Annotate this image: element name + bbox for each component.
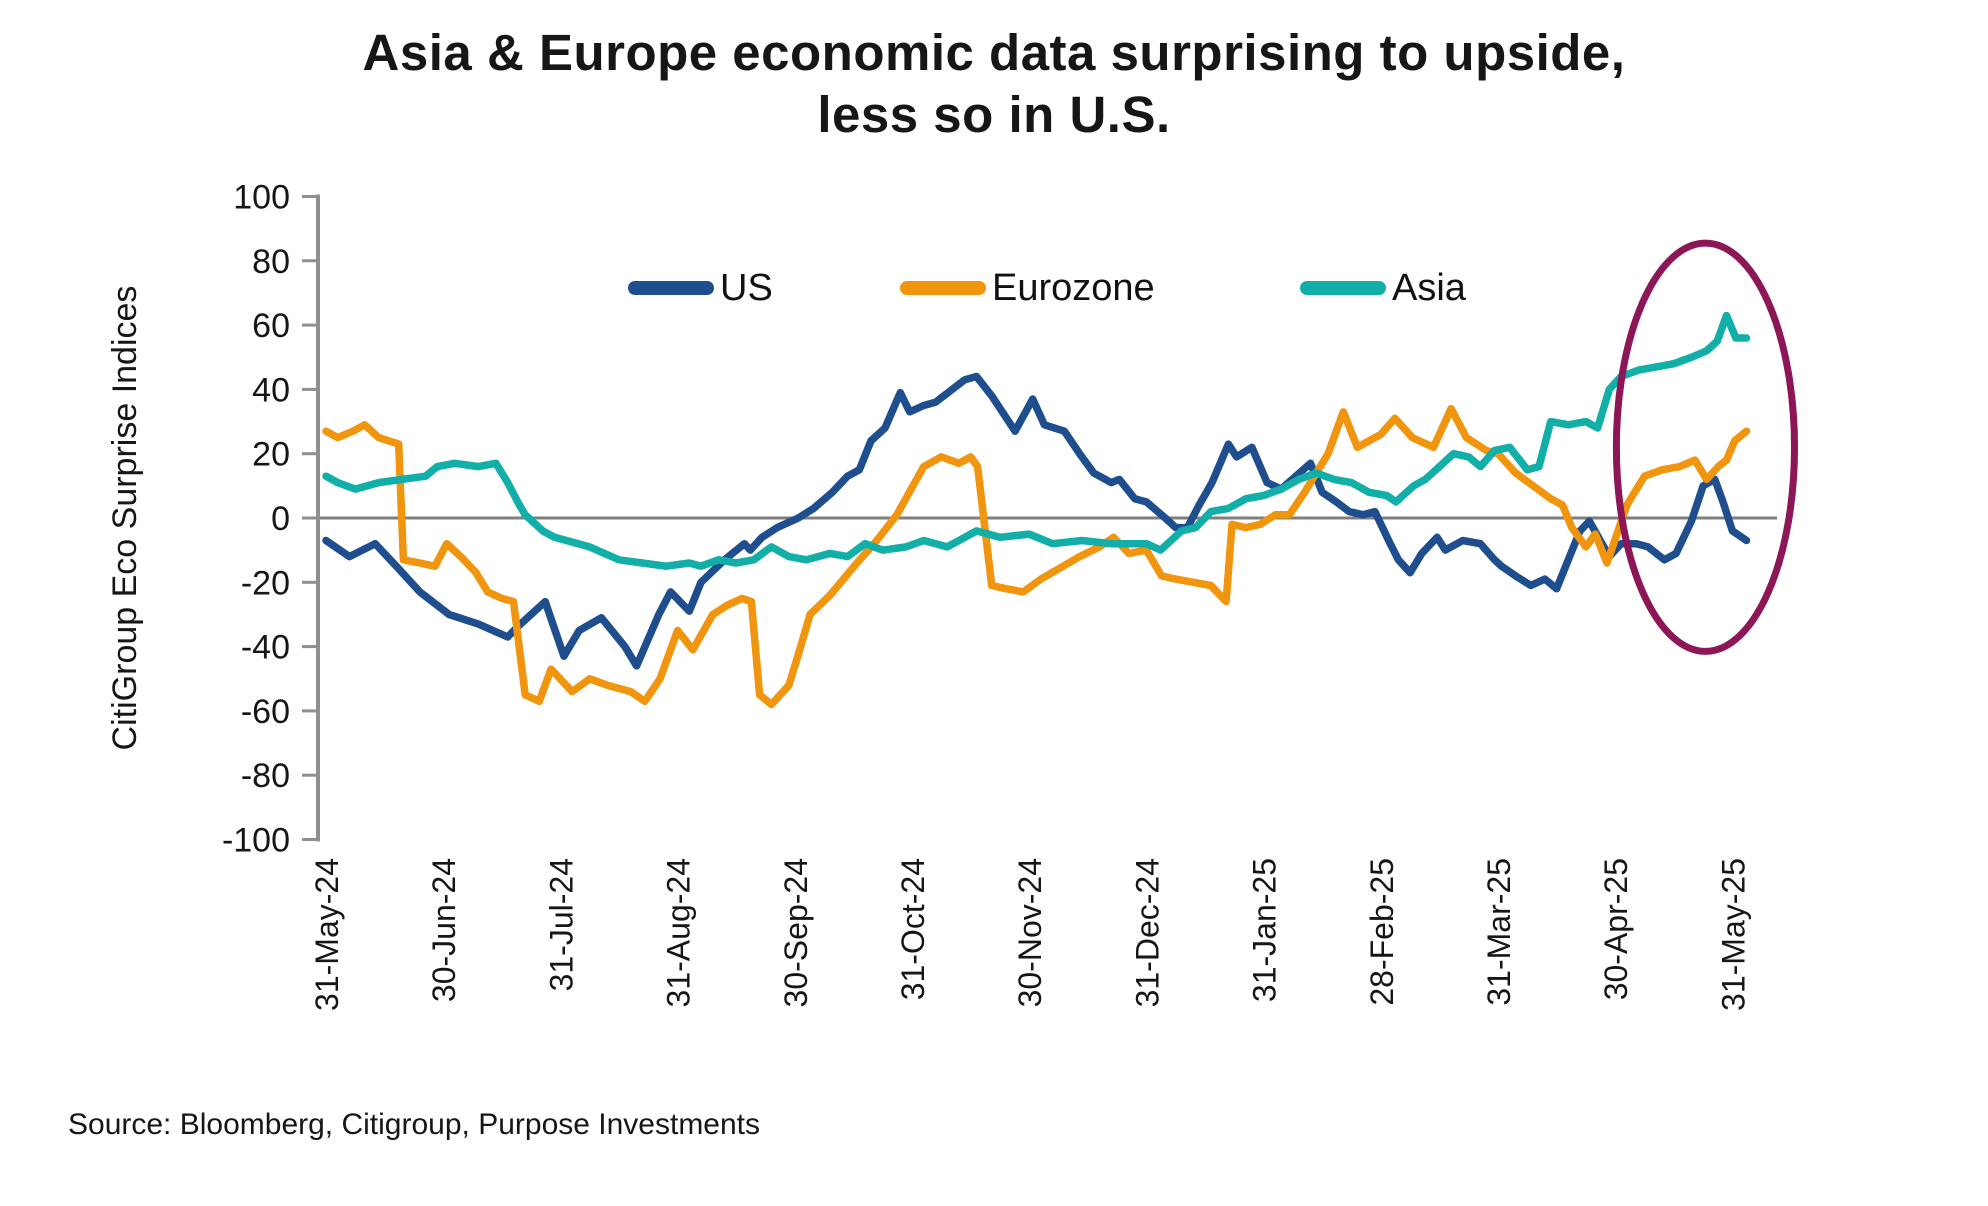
- y-tick-label: 20: [252, 436, 290, 474]
- y-tick-label: 60: [252, 307, 290, 345]
- y-tick-label: 80: [252, 243, 290, 281]
- x-tick-label: 28-Feb-25: [1364, 858, 1400, 1006]
- y-tick-label: -60: [241, 693, 290, 731]
- asia-line-swatch-icon: [1300, 281, 1386, 295]
- x-tick-label: 31-Jan-25: [1247, 858, 1283, 1002]
- chart-title: Asia & Europe economic data surprising t…: [0, 22, 1988, 146]
- legend-label-eurozone: Eurozone: [992, 266, 1155, 309]
- x-tick-label: 31-Mar-25: [1481, 858, 1517, 1006]
- y-tick-label: -100: [222, 822, 290, 860]
- y-axis-title: CitiGroup Eco Surprise Indices: [106, 285, 144, 751]
- x-tick-label: 31-Jul-24: [543, 858, 579, 991]
- x-tick-label: 31-May-24: [309, 858, 345, 1011]
- y-tick-label: -80: [241, 757, 290, 795]
- x-tick-label: 30-Jun-24: [426, 858, 462, 1002]
- x-tick-label: 30-Apr-25: [1598, 858, 1634, 1000]
- y-tick-label: -40: [241, 629, 290, 667]
- asia-series-line: [322, 311, 1751, 570]
- x-tick-label: 30-Nov-24: [1012, 858, 1048, 1007]
- chart-title-line2: less so in U.S.: [817, 86, 1171, 144]
- legend-label-us: US: [720, 266, 773, 309]
- us-series-line: [322, 372, 1751, 670]
- legend-label-asia: Asia: [1392, 266, 1466, 309]
- chart-title-line1: Asia & Europe economic data surprising t…: [362, 24, 1626, 81]
- highlight-ellipse: [1612, 239, 1799, 655]
- y-tick-label: 40: [252, 371, 290, 409]
- legend-item-us: US: [628, 267, 773, 309]
- eurozone-line-swatch-icon: [900, 281, 986, 295]
- x-tick-label: 31-May-25: [1715, 858, 1751, 1011]
- source-note: Source: Bloomberg, Citigroup, Purpose In…: [68, 1108, 761, 1141]
- x-tick-label: 30-Sep-24: [778, 858, 814, 1007]
- us-line-swatch-icon: [628, 281, 714, 295]
- eurozone-series-line: [322, 404, 1751, 709]
- legend-item-asia: Asia: [1300, 267, 1466, 309]
- legend-item-eurozone: Eurozone: [900, 267, 1155, 309]
- y-tick-label: 100: [233, 179, 290, 217]
- y-tick-label: -20: [241, 564, 290, 602]
- y-tick-label: 0: [271, 500, 290, 538]
- x-tick-label: 31-Dec-24: [1129, 858, 1165, 1007]
- x-tick-label: 31-Oct-24: [895, 858, 931, 1000]
- x-tick-label: 31-Aug-24: [661, 858, 697, 1007]
